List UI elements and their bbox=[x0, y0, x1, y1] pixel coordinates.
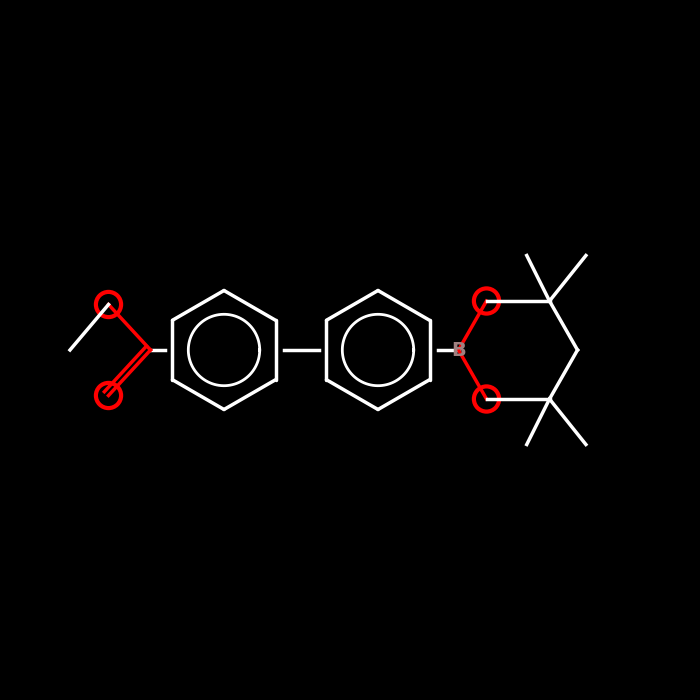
Text: B: B bbox=[451, 340, 466, 360]
